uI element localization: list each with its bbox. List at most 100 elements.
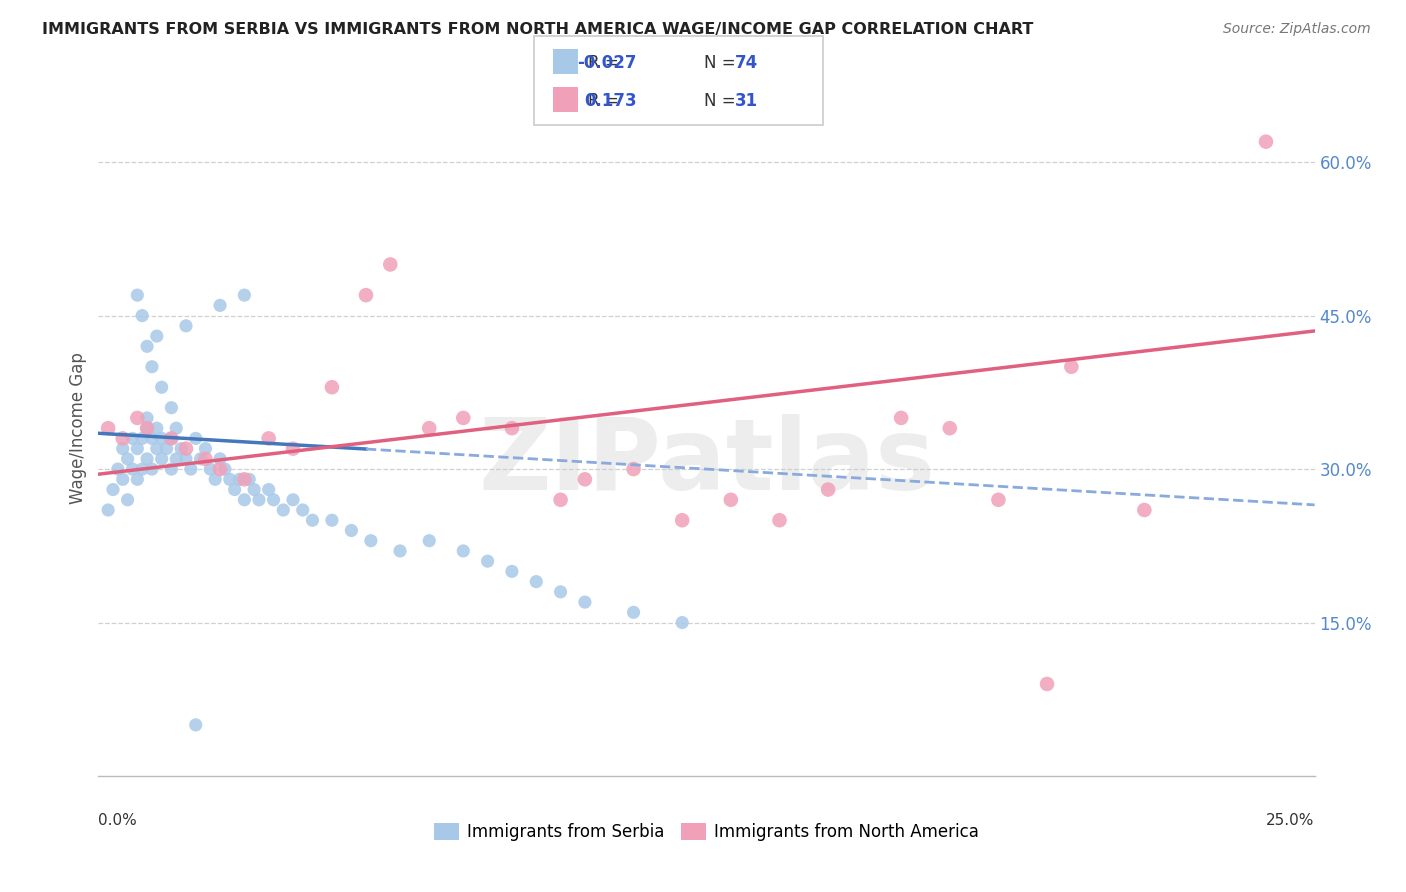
Point bbox=[550, 492, 572, 507]
Point bbox=[281, 442, 304, 456]
Point bbox=[165, 451, 187, 466]
Text: IMMIGRANTS FROM SERBIA VS IMMIGRANTS FROM NORTH AMERICA WAGE/INCOME GAP CORRELAT: IMMIGRANTS FROM SERBIA VS IMMIGRANTS FRO… bbox=[42, 22, 1033, 37]
Point bbox=[141, 359, 163, 374]
Point bbox=[321, 513, 343, 527]
Point bbox=[107, 462, 129, 476]
Point bbox=[127, 288, 149, 302]
Point bbox=[1133, 503, 1156, 517]
Point bbox=[257, 483, 280, 497]
Point bbox=[271, 503, 294, 517]
Point bbox=[224, 483, 246, 497]
Point bbox=[238, 472, 260, 486]
Point bbox=[301, 513, 323, 527]
Point bbox=[720, 492, 742, 507]
Text: R =: R = bbox=[588, 54, 624, 71]
Point bbox=[131, 462, 153, 476]
Point bbox=[257, 431, 280, 445]
Text: 0.173: 0.173 bbox=[585, 92, 637, 110]
Text: Source: ZipAtlas.com: Source: ZipAtlas.com bbox=[1223, 22, 1371, 37]
Point bbox=[97, 503, 120, 517]
Point bbox=[817, 483, 839, 497]
Point bbox=[97, 421, 120, 435]
Point bbox=[1254, 135, 1277, 149]
Point bbox=[233, 492, 256, 507]
Point bbox=[418, 533, 440, 548]
Point bbox=[939, 421, 962, 435]
Point bbox=[127, 442, 149, 456]
Point bbox=[281, 492, 304, 507]
Point bbox=[180, 462, 202, 476]
Point bbox=[190, 451, 212, 466]
Point bbox=[174, 318, 197, 333]
Point bbox=[1060, 359, 1083, 374]
Point bbox=[184, 431, 207, 445]
Point bbox=[184, 718, 207, 732]
Point bbox=[218, 472, 240, 486]
Point bbox=[136, 411, 159, 425]
Point bbox=[121, 431, 143, 445]
Point bbox=[194, 451, 217, 466]
Point bbox=[131, 309, 153, 323]
Point bbox=[340, 524, 363, 538]
Point bbox=[247, 492, 270, 507]
Text: R =: R = bbox=[588, 92, 624, 110]
Point bbox=[174, 451, 197, 466]
Point bbox=[160, 462, 183, 476]
Point bbox=[204, 472, 226, 486]
Point bbox=[243, 483, 266, 497]
Point bbox=[768, 513, 790, 527]
Point bbox=[501, 565, 523, 579]
Point bbox=[150, 431, 173, 445]
Text: N =: N = bbox=[704, 92, 741, 110]
Point bbox=[671, 615, 693, 630]
Point bbox=[1036, 677, 1059, 691]
Point bbox=[987, 492, 1010, 507]
Point bbox=[146, 442, 169, 456]
Point bbox=[209, 462, 232, 476]
Point bbox=[111, 472, 134, 486]
Point bbox=[136, 421, 159, 435]
Text: 74: 74 bbox=[735, 54, 759, 71]
Point bbox=[524, 574, 547, 589]
Point bbox=[574, 595, 596, 609]
Point bbox=[623, 605, 645, 619]
Point bbox=[136, 421, 159, 435]
Y-axis label: Wage/Income Gap: Wage/Income Gap bbox=[69, 352, 87, 504]
Point bbox=[155, 442, 177, 456]
Text: 0.0%: 0.0% bbox=[98, 814, 138, 828]
Point bbox=[111, 442, 134, 456]
Point bbox=[127, 472, 149, 486]
Point bbox=[150, 451, 173, 466]
Point bbox=[263, 492, 285, 507]
Point bbox=[501, 421, 523, 435]
Point bbox=[200, 462, 222, 476]
Point bbox=[131, 431, 153, 445]
Point bbox=[623, 462, 645, 476]
Text: -0.027: -0.027 bbox=[578, 54, 637, 71]
Point bbox=[174, 442, 197, 456]
Point bbox=[209, 451, 232, 466]
Text: 31: 31 bbox=[735, 92, 758, 110]
Point bbox=[214, 462, 236, 476]
Point bbox=[574, 472, 596, 486]
Point bbox=[117, 451, 139, 466]
Point bbox=[209, 298, 232, 312]
Point bbox=[380, 257, 402, 271]
Point bbox=[453, 544, 475, 558]
Point bbox=[165, 421, 187, 435]
Point bbox=[170, 442, 193, 456]
Legend: Immigrants from Serbia, Immigrants from North America: Immigrants from Serbia, Immigrants from … bbox=[427, 816, 986, 847]
Point bbox=[291, 503, 314, 517]
Point bbox=[233, 288, 256, 302]
Point bbox=[550, 585, 572, 599]
Point bbox=[121, 462, 143, 476]
Point bbox=[321, 380, 343, 394]
Point bbox=[194, 442, 217, 456]
Point bbox=[160, 401, 183, 415]
Point bbox=[117, 492, 139, 507]
Point bbox=[127, 411, 149, 425]
Point bbox=[136, 339, 159, 353]
Point bbox=[389, 544, 412, 558]
Point bbox=[146, 329, 169, 343]
Point bbox=[890, 411, 912, 425]
